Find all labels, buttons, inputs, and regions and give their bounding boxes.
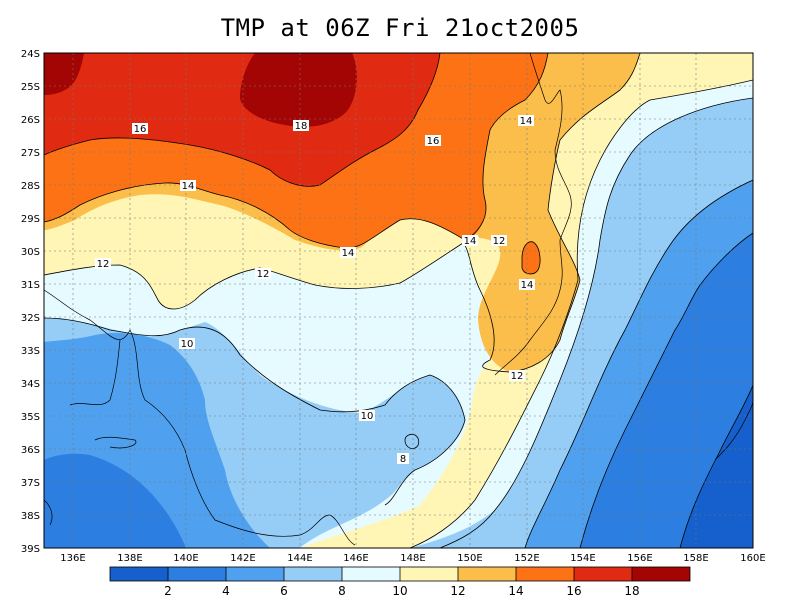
colorbar-label: 16 [566, 584, 581, 598]
colorbar-swatch [168, 567, 226, 581]
contour-label: 12 [491, 235, 507, 247]
lat-tick: 35S [21, 412, 40, 423]
colorbar-swatch [400, 567, 458, 581]
colorbar-label: 8 [338, 584, 346, 598]
colorbar-label: 6 [280, 584, 288, 598]
lon-tick: 150E [457, 553, 482, 564]
colorbar-swatch [574, 567, 632, 581]
svg-text:10: 10 [361, 411, 374, 422]
svg-text:10: 10 [181, 339, 194, 350]
lon-tick: 152E [514, 553, 539, 564]
contour-labels: 16 18 16 14 14 14 12 14 12 12 10 10 8 12… [95, 115, 535, 465]
contour-label: 12 [509, 370, 525, 382]
colorbar-swatch [342, 567, 400, 581]
svg-text:12: 12 [97, 259, 110, 270]
lat-tick: 30S [21, 247, 40, 258]
lat-tick: 32S [21, 313, 40, 324]
colorbar-label: 2 [164, 584, 172, 598]
map-title: TMP at 06Z Fri 21oct2005 [220, 14, 580, 42]
lat-tick: 36S [21, 445, 40, 456]
lat-tick: 24S [21, 49, 40, 60]
latitude-axis: 24S 25S 26S 27S 28S 29S 30S 31S 32S 33S … [21, 49, 40, 555]
svg-text:16: 16 [427, 136, 440, 147]
lon-tick: 160E [740, 553, 765, 564]
svg-text:18: 18 [295, 121, 308, 132]
colorbar: 2 4 6 8 10 12 14 16 18 [109, 566, 691, 598]
contour-label: 14 [519, 279, 535, 291]
band-20-plus [44, 53, 84, 95]
coastline [44, 53, 753, 546]
lon-tick: 156E [627, 553, 652, 564]
contour-label: 14 [340, 247, 356, 259]
band-20-plus-center [240, 53, 357, 127]
svg-text:14: 14 [182, 181, 195, 192]
svg-text:12: 12 [493, 236, 506, 247]
colorbar-swatch [632, 567, 690, 581]
contour-label: 14 [518, 115, 534, 127]
plot-frame [43, 52, 754, 549]
svg-text:14: 14 [464, 236, 477, 247]
lat-tick: 38S [21, 511, 40, 522]
lon-tick: 138E [117, 553, 142, 564]
lon-tick: 146E [343, 553, 368, 564]
lat-tick: 34S [21, 379, 40, 390]
svg-text:16: 16 [134, 124, 147, 135]
lon-tick: 144E [287, 553, 312, 564]
lon-tick: 158E [683, 553, 708, 564]
svg-text:14: 14 [521, 280, 534, 291]
contour-label: 14 [462, 235, 478, 247]
colorbar-label: 14 [508, 584, 523, 598]
longitude-axis: 136E 138E 140E 142E 144E 146E 148E 150E … [60, 553, 765, 564]
colorbar-label: 12 [450, 584, 465, 598]
contour-label: 12 [255, 268, 271, 280]
contour-label: 14 [180, 180, 196, 192]
lat-tick: 27S [21, 148, 40, 159]
lat-tick: 28S [21, 181, 40, 192]
lat-tick: 31S [21, 280, 40, 291]
svg-text:12: 12 [257, 269, 270, 280]
contour-label: 18 [293, 120, 309, 132]
colorbar-swatch [110, 567, 168, 581]
lat-tick: 33S [21, 346, 40, 357]
svg-text:14: 14 [520, 116, 533, 127]
lat-tick: 25S [21, 82, 40, 93]
lon-tick: 154E [570, 553, 595, 564]
lat-tick: 26S [21, 115, 40, 126]
lat-tick: 37S [21, 478, 40, 489]
contour-label: 10 [179, 338, 195, 350]
contour-label: 16 [425, 135, 441, 147]
lon-tick: 140E [173, 553, 198, 564]
contour-label: 16 [132, 123, 148, 135]
lat-tick: 29S [21, 214, 40, 225]
lon-tick: 136E [60, 553, 85, 564]
colorbar-swatch [284, 567, 342, 581]
lon-tick: 142E [230, 553, 255, 564]
colorbar-label: 4 [222, 584, 230, 598]
warm-spot-14-16 [522, 241, 541, 274]
svg-text:14: 14 [342, 248, 355, 259]
lon-tick: 148E [400, 553, 425, 564]
lat-tick: 39S [21, 544, 40, 555]
contour-label: 10 [359, 410, 375, 422]
contour-lines [44, 53, 753, 548]
svg-text:12: 12 [511, 371, 524, 382]
colorbar-swatch [226, 567, 284, 581]
contour-label: 12 [95, 258, 111, 270]
contour-fill-layer [44, 53, 753, 548]
colorbar-swatch [516, 567, 574, 581]
colorbar-swatch [458, 567, 516, 581]
svg-text:8: 8 [400, 454, 406, 465]
colorbar-label: 18 [624, 584, 639, 598]
colorbar-label: 10 [392, 584, 407, 598]
contour-label: 8 [397, 453, 409, 465]
grid-lines [44, 53, 753, 548]
